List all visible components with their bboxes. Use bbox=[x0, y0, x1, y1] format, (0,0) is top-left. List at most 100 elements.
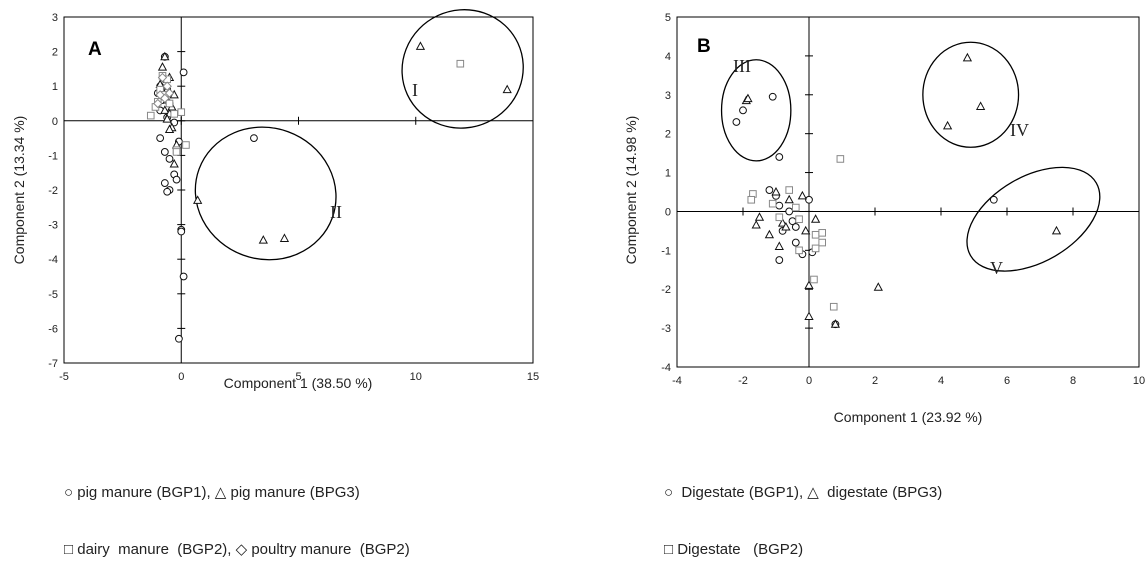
point-circle-a bbox=[163, 187, 172, 196]
y-tick-label-b: -3 bbox=[661, 323, 671, 335]
cluster-ellipse-i bbox=[401, 9, 524, 129]
x-tick-label-b: -4 bbox=[672, 375, 682, 387]
point-triangle-b bbox=[801, 225, 811, 235]
x-tick-label-b: 6 bbox=[1004, 375, 1010, 387]
point-triangle-a bbox=[169, 159, 179, 168]
point-triangle-a bbox=[160, 51, 170, 61]
x-axis-label-a: Component 1 (38.50 %) bbox=[224, 375, 373, 391]
point-square-b bbox=[792, 203, 800, 212]
y-axis-label-b: Component 2 (14.98 %) bbox=[623, 116, 639, 265]
point-square-b bbox=[818, 229, 827, 237]
y-tick-label-b: 4 bbox=[665, 51, 671, 63]
point-circle-b bbox=[791, 223, 800, 231]
y-tick-label-b: -2 bbox=[661, 284, 671, 296]
point-diamond-a bbox=[164, 88, 175, 98]
point-square-b bbox=[811, 230, 820, 239]
cluster-label-ii: II bbox=[330, 202, 342, 222]
point-triangle-b bbox=[743, 93, 753, 103]
x-tick-label-a: 15 bbox=[527, 371, 539, 383]
point-circle-b bbox=[791, 238, 800, 247]
y-tick-label-a: -2 bbox=[48, 185, 58, 197]
point-triangle-b bbox=[764, 229, 775, 239]
point-square-b bbox=[818, 238, 827, 247]
point-circle-b bbox=[775, 153, 784, 161]
point-triangle-b bbox=[804, 311, 814, 320]
point-diamond-a bbox=[160, 93, 170, 104]
point-circle-a bbox=[179, 68, 188, 77]
point-circle-a bbox=[179, 272, 188, 281]
x-tick-label-b: -2 bbox=[738, 375, 748, 387]
legend-a-line-2: □ dairy manure (BGP2), ◇ poultry manure … bbox=[64, 541, 410, 558]
point-square-b bbox=[775, 213, 784, 222]
point-triangle-b bbox=[781, 221, 791, 231]
point-triangle-b bbox=[962, 52, 973, 62]
point-triangle-a bbox=[162, 114, 172, 123]
point-triangle-b bbox=[830, 319, 841, 328]
y-tick-label-b: 5 bbox=[665, 12, 671, 24]
point-circle-b bbox=[785, 207, 794, 216]
y-tick-label-a: -7 bbox=[48, 358, 58, 370]
y-tick-label-a: -4 bbox=[48, 254, 58, 266]
point-diamond-a bbox=[162, 81, 172, 91]
y-tick-label-b: 2 bbox=[665, 129, 671, 141]
point-triangle-b bbox=[942, 120, 953, 130]
point-triangle-b bbox=[751, 220, 761, 229]
point-square-b bbox=[836, 155, 845, 163]
y-tick-label-b: -1 bbox=[661, 245, 671, 257]
point-circle-a bbox=[177, 227, 186, 236]
point-circle-a bbox=[165, 154, 174, 163]
point-circle-b bbox=[805, 195, 813, 204]
point-square-a bbox=[182, 141, 190, 149]
point-triangle-b bbox=[873, 282, 883, 291]
cluster-ellipse-iii bbox=[720, 59, 792, 162]
point-circle-b bbox=[775, 256, 784, 264]
point-circle-a bbox=[160, 179, 169, 187]
legend-chart-b: ○ Digestate (BGP1), △ digestate (BPG3) □… bbox=[664, 445, 942, 578]
point-triangle-a bbox=[157, 62, 168, 71]
y-tick-label-a: 0 bbox=[52, 116, 58, 128]
point-triangle-b bbox=[1051, 225, 1062, 235]
x-tick-label-b: 10 bbox=[1133, 375, 1145, 387]
point-triangle-a bbox=[193, 195, 203, 204]
point-triangle-a bbox=[258, 235, 268, 244]
x-axis-label-b: Component 1 (23.92 %) bbox=[834, 409, 983, 425]
plot-frame-b bbox=[676, 16, 1140, 368]
point-circle-a bbox=[156, 134, 165, 143]
point-circle-b bbox=[775, 201, 784, 210]
x-tick-label-a: 5 bbox=[295, 371, 301, 383]
legend-a-line-1: ○ pig manure (BGP1), △ pig manure (BPG3) bbox=[64, 484, 360, 501]
x-tick-label-b: 0 bbox=[806, 375, 812, 387]
cluster-label-i: I bbox=[412, 80, 418, 100]
point-circle-a bbox=[172, 175, 181, 184]
y-tick-label-b: 1 bbox=[665, 168, 671, 180]
point-triangle-a bbox=[415, 41, 426, 50]
y-tick-label-a: 2 bbox=[52, 47, 58, 59]
point-square-b bbox=[747, 195, 756, 204]
point-triangle-a bbox=[279, 233, 290, 242]
point-square-a bbox=[456, 59, 465, 68]
x-tick-label-b: 2 bbox=[872, 375, 878, 387]
cluster-label-iv: IV bbox=[1010, 120, 1029, 140]
cluster-ellipse-v bbox=[966, 166, 1101, 272]
point-square-a bbox=[177, 108, 186, 116]
y-axis-label-a: Component 2 (13.34 %) bbox=[11, 116, 27, 265]
y-tick-label-a: 3 bbox=[52, 12, 58, 24]
panel-label-b: B bbox=[697, 36, 711, 57]
point-triangle-b bbox=[774, 241, 784, 250]
y-tick-label-b: 0 bbox=[665, 206, 671, 218]
point-triangle-b bbox=[975, 101, 986, 110]
point-square-b bbox=[795, 246, 803, 255]
point-diamond-a bbox=[153, 98, 163, 109]
y-tick-label-a: -1 bbox=[48, 150, 58, 162]
cluster-ellipse-ii bbox=[194, 126, 337, 261]
cluster-ellipse-iv bbox=[922, 41, 1020, 148]
y-tick-label-b: 3 bbox=[665, 90, 671, 102]
point-triangle-b bbox=[754, 212, 765, 221]
point-circle-b bbox=[765, 186, 774, 194]
point-circle-b bbox=[732, 118, 741, 126]
point-square-a bbox=[165, 99, 174, 108]
y-tick-label-a: -5 bbox=[48, 289, 58, 301]
point-square-a bbox=[146, 111, 155, 120]
